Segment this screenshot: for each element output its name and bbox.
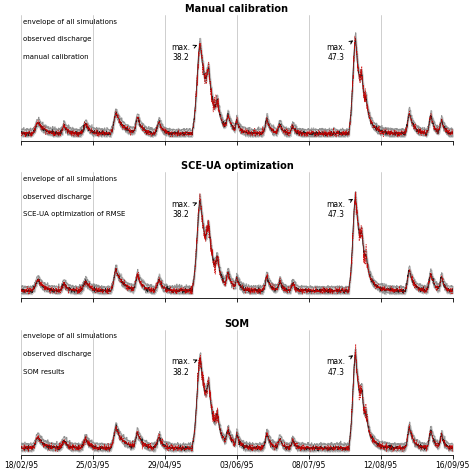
Title: SOM: SOM xyxy=(224,319,249,329)
Text: observed discharge: observed discharge xyxy=(23,351,92,357)
Text: max.
47.3: max. 47.3 xyxy=(327,356,352,377)
Text: max.
38.2: max. 38.2 xyxy=(172,200,196,219)
Text: max.
38.2: max. 38.2 xyxy=(172,357,197,377)
Text: SOM results: SOM results xyxy=(23,369,65,374)
Text: max.
47.3: max. 47.3 xyxy=(327,41,352,62)
Text: manual calibration: manual calibration xyxy=(23,54,89,60)
Text: max.
47.3: max. 47.3 xyxy=(327,200,352,219)
Text: observed discharge: observed discharge xyxy=(23,193,92,200)
Title: SCE-UA optimization: SCE-UA optimization xyxy=(181,162,293,172)
Text: envelope of all simulations: envelope of all simulations xyxy=(23,333,118,339)
Text: max.
38.2: max. 38.2 xyxy=(172,43,196,62)
Text: SCE-UA optimization of RMSE: SCE-UA optimization of RMSE xyxy=(23,211,126,217)
Text: envelope of all simulations: envelope of all simulations xyxy=(23,176,118,182)
Text: envelope of all simulations: envelope of all simulations xyxy=(23,18,118,25)
Title: Manual calibration: Manual calibration xyxy=(185,4,289,14)
Text: observed discharge: observed discharge xyxy=(23,36,92,42)
